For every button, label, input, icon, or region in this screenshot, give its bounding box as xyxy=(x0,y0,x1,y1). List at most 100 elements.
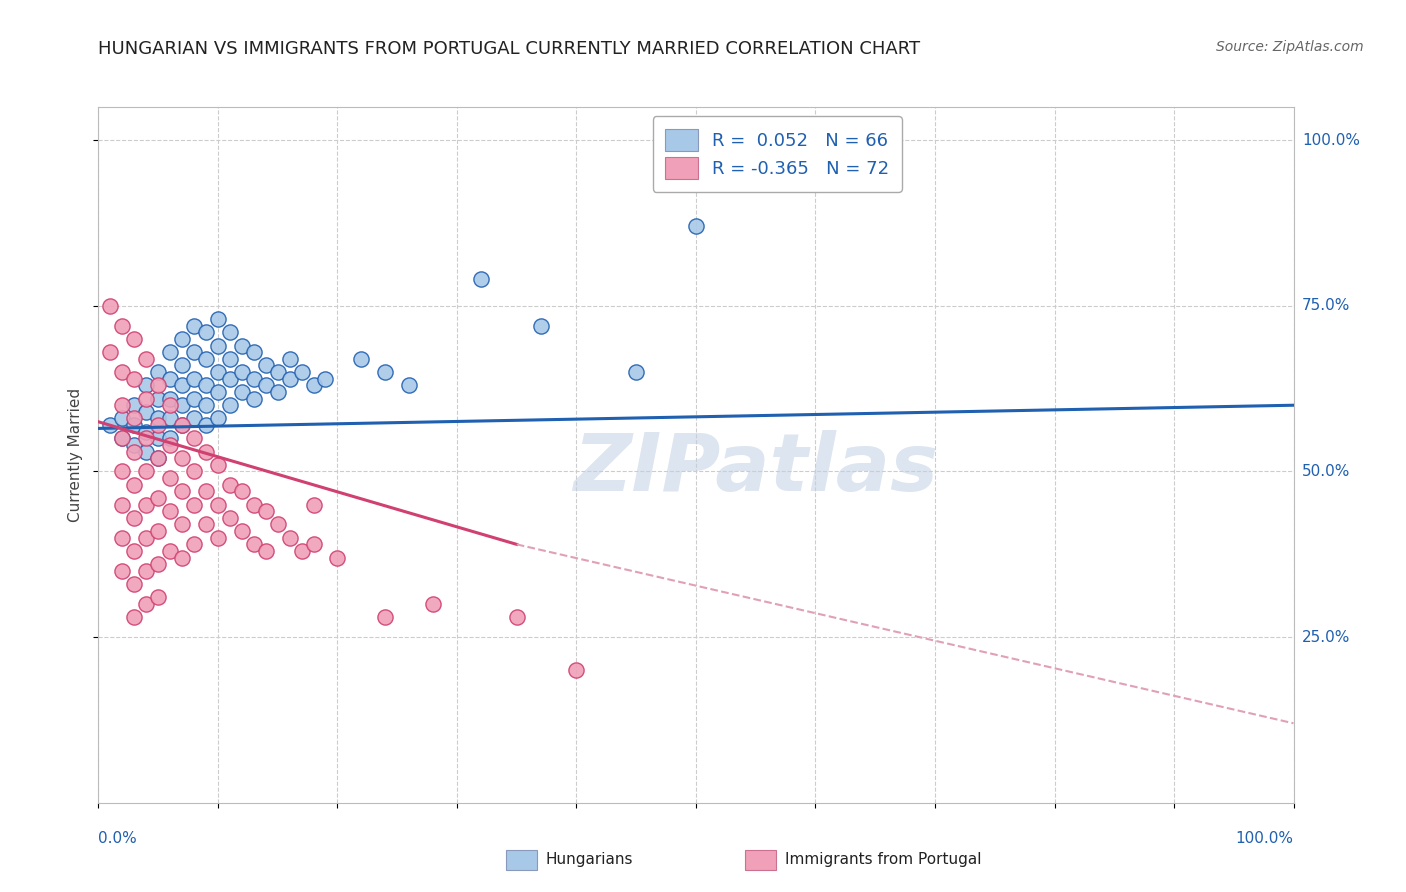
Point xyxy=(98,418,122,433)
Point xyxy=(183,372,205,386)
Point xyxy=(326,550,349,565)
Point xyxy=(207,531,229,545)
Point xyxy=(194,517,217,532)
Point xyxy=(148,524,170,538)
Point xyxy=(111,531,134,545)
Text: Immigrants from Portugal: Immigrants from Portugal xyxy=(785,853,981,867)
Text: Source: ZipAtlas.com: Source: ZipAtlas.com xyxy=(1216,40,1364,54)
Point xyxy=(172,359,194,373)
Point xyxy=(172,418,194,433)
Point xyxy=(172,398,194,412)
Point xyxy=(398,378,420,392)
Point xyxy=(135,425,157,439)
Point xyxy=(135,564,157,578)
Point xyxy=(278,351,301,366)
Point xyxy=(159,392,181,406)
Point xyxy=(470,272,492,286)
Point xyxy=(183,318,205,333)
Point xyxy=(183,498,205,512)
Point xyxy=(267,517,290,532)
Point xyxy=(124,398,146,412)
Point xyxy=(148,378,170,392)
Point xyxy=(219,351,242,366)
Point xyxy=(135,378,157,392)
Point xyxy=(111,318,134,333)
Point xyxy=(565,663,588,677)
Point xyxy=(111,431,134,445)
Point xyxy=(159,398,181,412)
Point xyxy=(207,365,229,379)
Point xyxy=(98,299,122,313)
Point xyxy=(148,591,170,605)
Point xyxy=(183,411,205,425)
Point xyxy=(315,372,337,386)
Point xyxy=(219,477,242,491)
Point xyxy=(231,384,253,399)
Text: 50.0%: 50.0% xyxy=(1302,464,1350,479)
Point xyxy=(243,345,266,359)
Point xyxy=(219,398,242,412)
Point xyxy=(135,405,157,419)
Point xyxy=(278,531,301,545)
Point xyxy=(172,451,194,466)
Point xyxy=(159,372,181,386)
Point xyxy=(148,411,170,425)
Point xyxy=(374,365,396,379)
Point xyxy=(243,372,266,386)
Point xyxy=(183,392,205,406)
Text: 75.0%: 75.0% xyxy=(1302,298,1350,313)
Point xyxy=(159,438,181,452)
Point xyxy=(124,577,146,591)
Point xyxy=(148,558,170,572)
Point xyxy=(172,332,194,346)
Point xyxy=(207,338,229,352)
Point xyxy=(243,498,266,512)
Point xyxy=(267,384,290,399)
Point xyxy=(231,484,253,499)
Point xyxy=(302,498,325,512)
Y-axis label: Currently Married: Currently Married xyxy=(67,388,83,522)
Point xyxy=(124,332,146,346)
Point xyxy=(422,597,444,611)
Point xyxy=(172,418,194,433)
Point xyxy=(207,411,229,425)
Point xyxy=(374,610,396,624)
Legend: R =  0.052   N = 66, R = -0.365   N = 72: R = 0.052 N = 66, R = -0.365 N = 72 xyxy=(652,116,903,192)
Point xyxy=(148,451,170,466)
Point xyxy=(194,418,217,433)
Point xyxy=(124,438,146,452)
Point xyxy=(194,351,217,366)
Point xyxy=(159,544,181,558)
Point xyxy=(135,498,157,512)
Point xyxy=(148,491,170,505)
Point xyxy=(231,365,253,379)
Point xyxy=(194,326,217,340)
Point xyxy=(135,597,157,611)
Point xyxy=(111,498,134,512)
Point xyxy=(194,444,217,458)
Point xyxy=(172,484,194,499)
Point xyxy=(685,219,707,234)
Point xyxy=(172,517,194,532)
Point xyxy=(254,359,277,373)
Point xyxy=(111,398,134,412)
Point xyxy=(207,498,229,512)
Point xyxy=(135,531,157,545)
Point xyxy=(124,511,146,525)
Point xyxy=(159,471,181,485)
Point xyxy=(231,338,253,352)
Point xyxy=(159,411,181,425)
Point xyxy=(219,511,242,525)
Point xyxy=(267,365,290,379)
Point xyxy=(243,392,266,406)
Point xyxy=(148,431,170,445)
Point xyxy=(207,458,229,472)
Point xyxy=(148,418,170,433)
Point xyxy=(135,465,157,479)
Point xyxy=(172,378,194,392)
Point xyxy=(529,318,551,333)
Point xyxy=(159,504,181,518)
Text: 0.0%: 0.0% xyxy=(98,830,138,846)
Point xyxy=(219,372,242,386)
Point xyxy=(302,537,325,551)
